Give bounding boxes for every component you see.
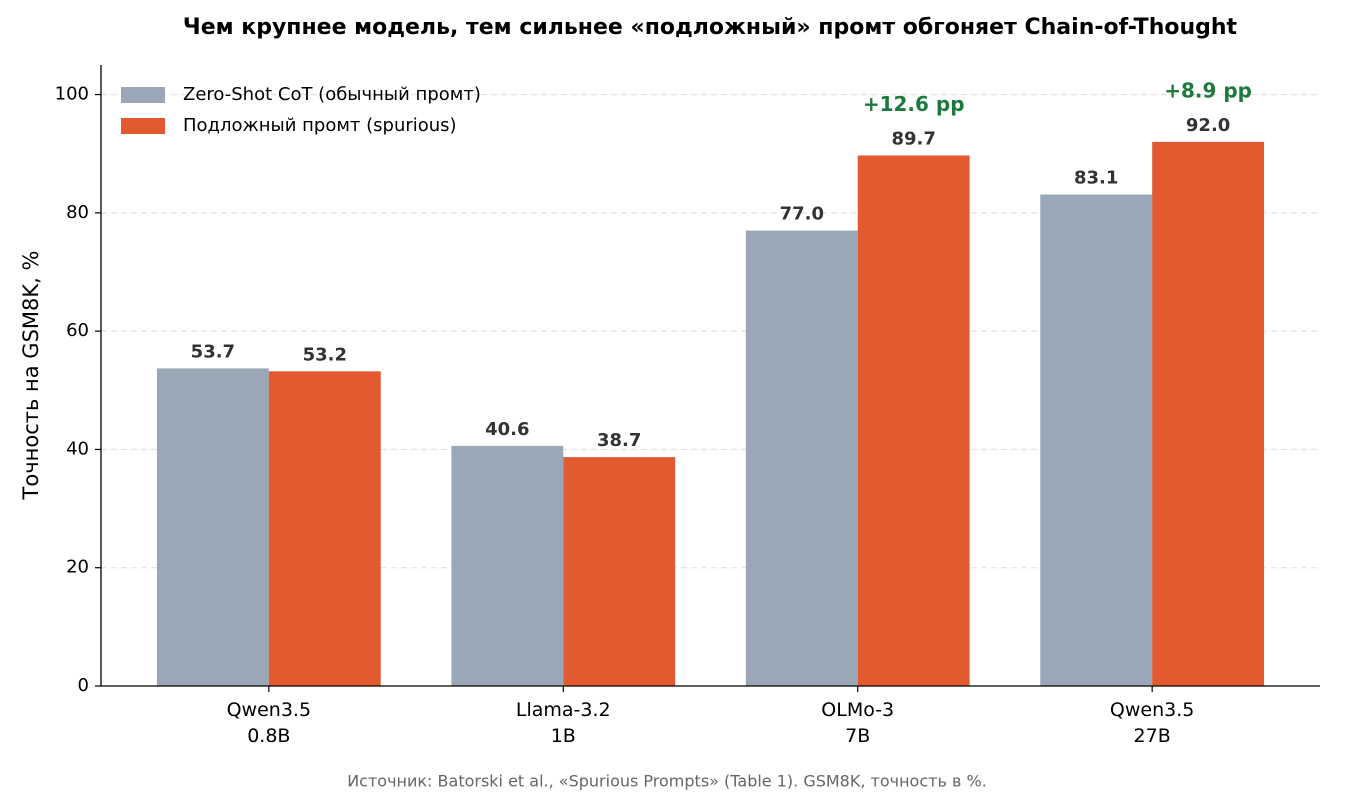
x-tick-label: Qwen3.5 27B [1109,699,1195,747]
legend-swatch [121,118,165,134]
bar [857,155,970,686]
value-label: 40.6 [485,419,529,440]
annotation: +8.9 pp [1164,78,1252,102]
x-tick-label: OLMo-3 7B [821,699,895,747]
value-label: 38.7 [597,430,641,451]
value-label: 83.1 [1074,168,1118,189]
value-label: 53.2 [303,344,347,365]
chart-title: Чем крупнее модель, тем сильнее «подложн… [183,15,1238,40]
bar [1040,194,1153,686]
legend-swatch [121,87,165,103]
y-tick-label: 80 [66,202,89,223]
y-tick-label: 0 [78,675,89,696]
value-label: 89.7 [891,128,935,149]
y-tick-label: 60 [66,320,89,341]
annotation: +12.6 pp [863,92,965,116]
bar [268,371,381,686]
x-tick-label: Qwen3.5 0.8B [226,699,312,747]
y-tick-label: 100 [55,84,89,105]
legend-label: Zero-Shot CoT (обычный промт) [183,84,481,105]
value-label: 92.0 [1186,115,1230,136]
bar [451,445,564,686]
value-label: 53.7 [191,341,235,362]
value-label: 77.0 [780,204,824,225]
source-note: Источник: Batorski et al., «Spurious Pro… [347,772,987,791]
legend-label: Подложный промт (spurious) [183,115,457,136]
bar [745,230,858,686]
bar [563,457,676,686]
bar [1152,141,1265,686]
y-axis-label: Точность на GSM8K, % [19,251,43,501]
y-tick-label: 40 [66,438,89,459]
x-tick-label: Llama-3.2 1B [515,699,611,747]
y-tick-label: 20 [66,557,89,578]
bar [156,368,269,686]
